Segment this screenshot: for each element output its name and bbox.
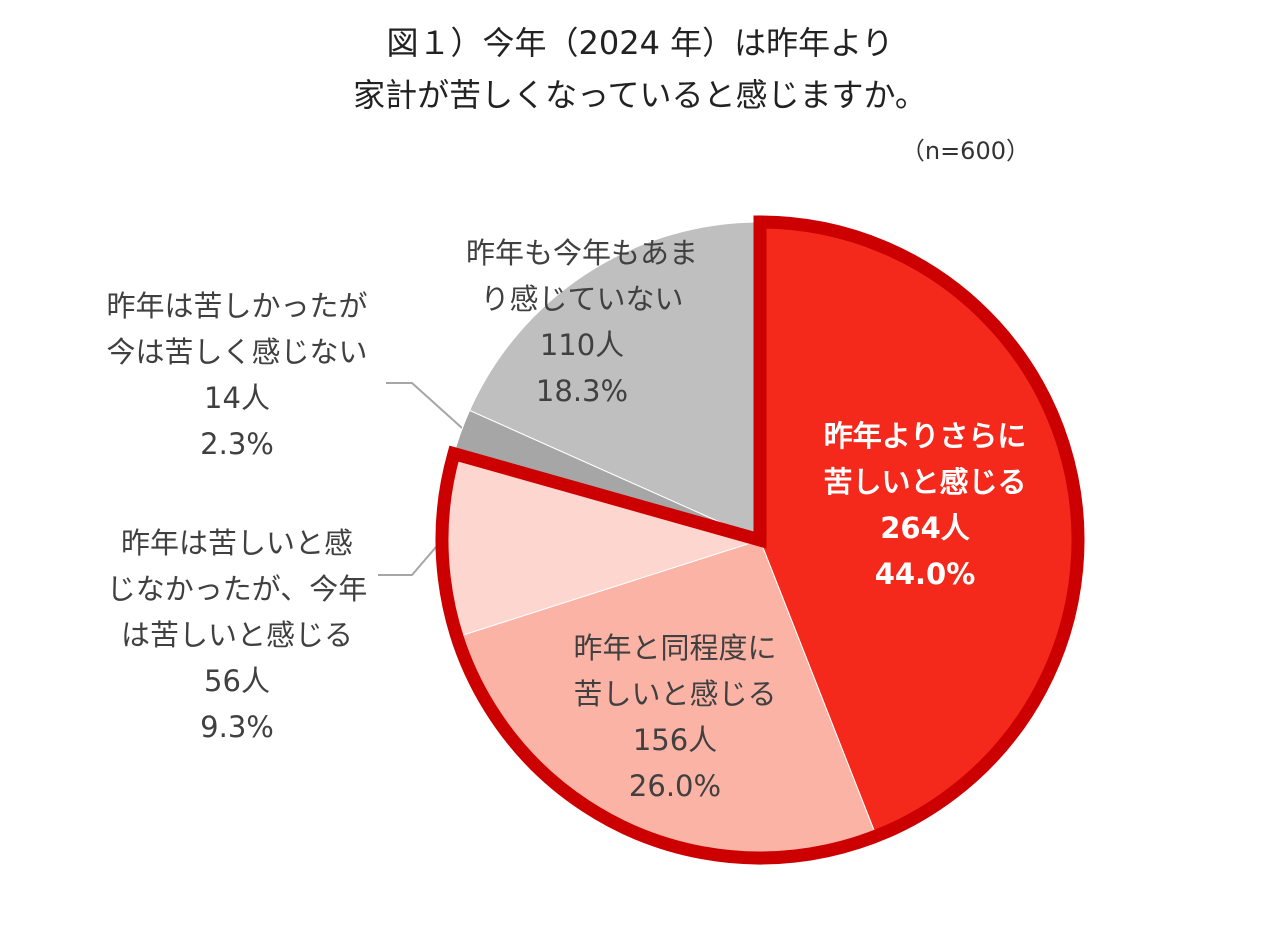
value-label: 9.3% [200,710,274,744]
value-label: 2.3% [200,427,274,461]
leader-line [386,382,463,429]
title-line: 図１）今年（2024 年）は昨年より [387,24,894,62]
chart-title: 図１）今年（2024 年）は昨年より [387,24,894,62]
leader-line [378,539,443,576]
count-label: 56人 [204,664,270,698]
subtitle: （n=600） [901,137,1030,165]
category-label: じなかったが、今年 [107,572,367,606]
count-label: 264人 [880,511,970,545]
category-label: 昨年は苦しかったが [106,289,367,323]
category-label: 昨年も今年もあま [466,236,698,270]
category-label: り感じていない [480,282,683,316]
category-label: 今は苦しく感じない [106,335,367,369]
value-label: 44.0% [875,557,976,591]
category-label: は苦しいと感じる [121,618,353,652]
value-label: 26.0% [629,769,721,803]
count-label: 156人 [633,723,717,757]
category-label: 苦しいと感じる [823,465,1026,499]
category-label: 昨年は苦しいと感 [121,526,353,560]
highlight-outline [435,215,1085,865]
category-label: 苦しいと感じる [573,677,776,711]
category-label: 昨年と同程度に [573,631,776,665]
chart-title: 家計が苦しくなっていると感じますか。 [353,76,927,114]
title-line: 家計が苦しくなっていると感じますか。 [353,76,927,114]
pie-slice [468,221,761,541]
count-label: 110人 [540,328,624,362]
value-label: 18.3% [536,374,628,408]
count-label: 14人 [204,381,270,415]
category-label: 昨年よりさらに [824,419,1026,453]
